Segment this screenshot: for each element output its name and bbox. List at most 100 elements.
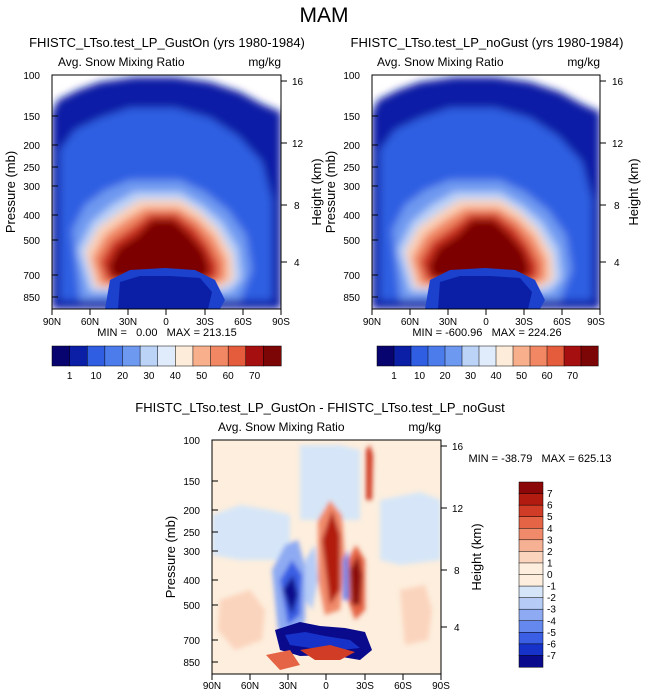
colorbar-label: 30 — [143, 371, 155, 382]
colorbar-label: -1 — [547, 582, 556, 593]
colorbar-label: 1 — [547, 558, 553, 569]
colorbar-swatch — [518, 597, 544, 610]
colorbar-label: -5 — [547, 628, 556, 639]
right-tick-label: 4 — [454, 623, 460, 634]
heatmap-field — [52, 75, 281, 309]
x-tick-label: 60S — [234, 317, 252, 328]
colorbar-swatch — [227, 345, 247, 367]
colorbar-label: 0 — [547, 570, 553, 581]
x-axis: 90N 60N 30N 0 30S 60S 90S — [203, 674, 450, 692]
colorbar-swatch — [427, 345, 446, 367]
right-tick-label: 8 — [614, 201, 620, 212]
colorbar-label: -7 — [547, 651, 556, 662]
colorbar-label: 3 — [547, 535, 553, 546]
right-tick-label: 8 — [294, 201, 300, 212]
panel-no-gust: FHISTC_LTso.test_LP_noGust (yrs 1980-198… — [323, 35, 641, 382]
colorbar-swatch — [210, 345, 229, 367]
x-tick-label: 90N — [203, 681, 221, 692]
right-axis: 16 12 8 4 Height (km) — [441, 442, 484, 634]
colorbar-swatch — [69, 345, 88, 367]
y-tick-label: 250 — [183, 528, 200, 539]
y-tick-label: 250 — [343, 163, 360, 174]
colorbar-label: 60 — [223, 371, 235, 382]
colorbar-swatch — [104, 345, 124, 367]
colorbar-swatch — [86, 345, 106, 367]
colorbar-swatch — [122, 345, 141, 367]
panel-difference: FHISTC_LTso.test_LP_GustOn - FHISTC_LTso… — [135, 400, 611, 692]
heatmap-field — [212, 440, 441, 674]
colorbar-swatch — [518, 585, 544, 599]
stats-text: MIN = -38.79 MAX = 625.13 — [468, 453, 611, 465]
y-tick-label: 850 — [23, 293, 40, 304]
colorbar-swatch — [518, 481, 544, 495]
colorbar-swatch — [518, 493, 544, 506]
x-tick-label: 90S — [587, 317, 605, 328]
y-tick-label: 100 — [343, 71, 360, 82]
colorbar-label: 7 — [547, 489, 553, 500]
x-tick-label: 0 — [323, 681, 329, 692]
x-tick-label: 30S — [196, 317, 214, 328]
colorbar-swatch — [478, 345, 497, 367]
colorbar-swatch — [192, 345, 212, 367]
y-tick-label: 250 — [23, 163, 40, 174]
colorbar-label: 20 — [117, 371, 129, 382]
y-tick-label: 300 — [183, 547, 200, 558]
colorbar-swatch — [518, 620, 544, 633]
left-axis: 100 150 200 250 300 400 500 700 850 Pres… — [163, 436, 218, 669]
colorbar-swatch — [563, 345, 582, 367]
colorbar-label: 40 — [170, 371, 182, 382]
x-tick-label: 30N — [439, 317, 457, 328]
colorbar-swatch — [495, 345, 514, 367]
panel-gust-on: FHISTC_LTso.test_LP_GustOn (yrs 1980-198… — [3, 35, 324, 382]
y-tick-label: 200 — [23, 141, 40, 152]
y-tick-label: 700 — [23, 271, 40, 282]
colorbar-label: 6 — [547, 501, 553, 512]
colorbar-label: -6 — [547, 639, 556, 650]
colorbar-swatch — [444, 345, 463, 367]
colorbar-label: 4 — [547, 524, 553, 535]
y-tick-label: 400 — [343, 211, 360, 222]
y-tick-label: 850 — [183, 658, 200, 669]
right-axis: 16 12 8 4 Height (km) — [600, 77, 641, 269]
y-tick-label: 500 — [343, 236, 360, 247]
colorbar: 1 10 20 30 40 50 60 70 — [51, 345, 282, 382]
colorbar-swatch — [518, 632, 544, 645]
colorbar-swatch — [580, 345, 599, 367]
colorbar-label: 10 — [414, 371, 426, 382]
x-tick-label: 90N — [363, 317, 381, 328]
colorbar-swatch — [518, 539, 544, 552]
colorbar-label: -3 — [547, 605, 556, 616]
colorbar-label: 70 — [249, 371, 261, 382]
colorbar-label: 30 — [465, 371, 477, 382]
colorbar-swatch — [157, 345, 176, 367]
y-tick-label: 150 — [23, 112, 40, 123]
right-tick-label: 12 — [612, 139, 624, 150]
colorbar-label: 2 — [547, 547, 553, 558]
colorbar-swatch — [461, 345, 480, 367]
y-tick-label: 100 — [23, 71, 40, 82]
colorbar-swatch — [529, 345, 548, 367]
units-label: mg/kg — [408, 420, 441, 434]
x-axis: 90N 60N 30N 0 30S 60S 90S — [363, 309, 605, 328]
y-tick-label: 500 — [183, 601, 200, 612]
variable-label: Avg. Snow Mixing Ratio — [377, 55, 504, 69]
x-tick-label: 30N — [279, 681, 297, 692]
y-tick-label: 200 — [183, 506, 200, 517]
variable-label: Avg. Snow Mixing Ratio — [58, 55, 185, 69]
colorbar-swatch — [518, 504, 544, 518]
x-tick-label: 90N — [43, 317, 61, 328]
right-axis-title: Height (km) — [309, 158, 324, 225]
units-label: mg/kg — [567, 55, 600, 69]
panel-title: FHISTC_LTso.test_LP_noGust (yrs 1980-198… — [351, 35, 624, 50]
y-tick-label: 100 — [183, 436, 200, 447]
stats-text: MIN = 0.00 MAX = 213.15 — [97, 327, 236, 339]
panel-title: FHISTC_LTso.test_LP_GustOn - FHISTC_LTso… — [135, 400, 505, 415]
colorbar-label: 5 — [547, 512, 553, 523]
x-tick-label: 90S — [272, 317, 290, 328]
colorbar-label: 10 — [90, 371, 102, 382]
colorbar-label: 1 — [391, 371, 397, 382]
y-tick-label: 400 — [183, 576, 200, 587]
colorbar-swatch — [393, 345, 412, 367]
y-tick-label: 150 — [183, 477, 200, 488]
